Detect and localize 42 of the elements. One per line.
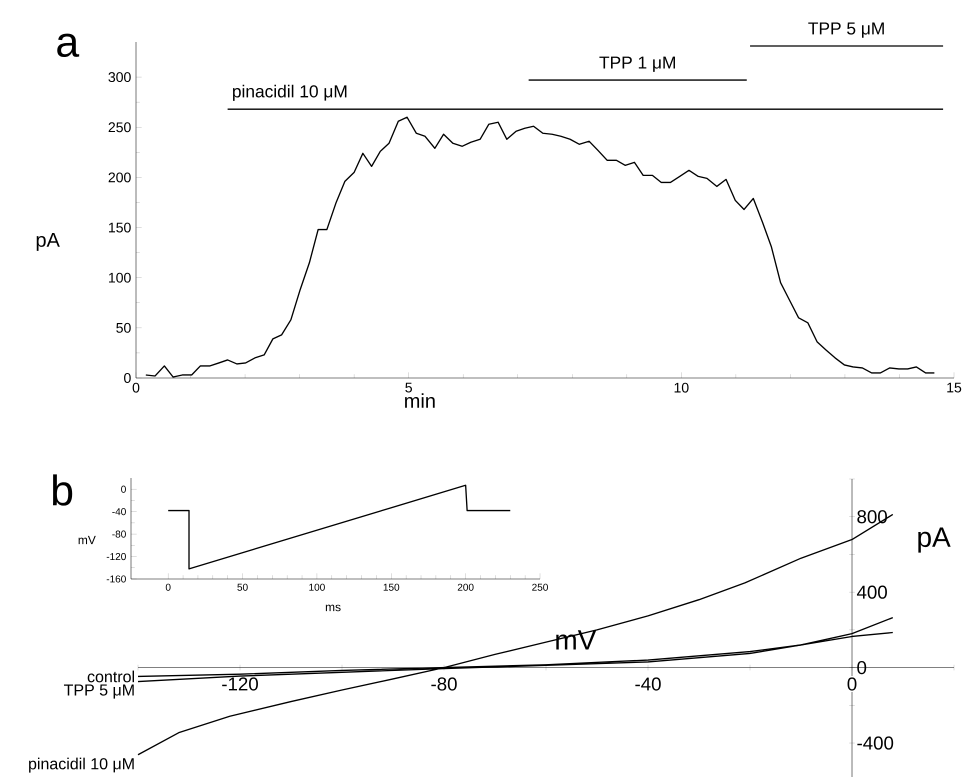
series-label: control (88, 670, 134, 682)
x-axis-title: min (405, 393, 435, 408)
y-tick-label: 0 (121, 486, 126, 493)
text: a (57, 34, 80, 58)
y-tick-label: 100 (109, 272, 131, 283)
series-label: TPP 5 μM (64, 684, 134, 699)
x-tick-label: 150 (384, 584, 400, 591)
y-axis-title: mV (78, 536, 96, 544)
x-tick-label: 5 (405, 382, 412, 392)
y-tick-label: 800 (857, 510, 887, 524)
y-tick-label: 0 (124, 373, 131, 383)
y-tick-label: 150 (109, 222, 131, 233)
y-axis-title: pA (36, 232, 60, 251)
series-label: TPP 5 μM (808, 22, 884, 38)
y-tick-label: 400 (856, 586, 887, 599)
y-tick-label: -120 (106, 553, 126, 560)
text: b (52, 474, 72, 506)
y-axis-title: pA (918, 528, 951, 553)
x-tick-label: 0 (132, 382, 140, 393)
x-axis-title: ms (326, 604, 341, 612)
x-tick-label: -40 (635, 677, 661, 691)
y-tick-label: 250 (108, 122, 131, 132)
x-tick-label: 50 (237, 584, 248, 591)
series-label: pinacidil 10 μM (232, 84, 346, 101)
y-tick-label: 200 (108, 172, 131, 182)
y-tick-label: 50 (116, 322, 131, 333)
y-tick-label: -40 (112, 508, 126, 516)
x-tick-label: 200 (458, 584, 474, 591)
y-tick-label: 300 (108, 72, 131, 82)
y-tick-label: -400 (857, 736, 894, 750)
x-tick-label: -80 (431, 677, 457, 691)
y-tick-label: -160 (106, 575, 126, 583)
series-label: pinacidil 10 μM (29, 758, 134, 773)
x-tick-label: 100 (309, 584, 325, 591)
x-tick-label: 0 (848, 677, 856, 691)
x-tick-label: 10 (674, 382, 689, 393)
x-tick-label: 15 (947, 382, 962, 392)
x-tick-label: 0 (166, 584, 171, 591)
x-tick-label: 250 (532, 584, 548, 591)
x-tick-label: -120 (222, 677, 258, 691)
y-tick-label: -80 (112, 530, 126, 538)
series-label: TPP 1 μM (599, 56, 675, 72)
